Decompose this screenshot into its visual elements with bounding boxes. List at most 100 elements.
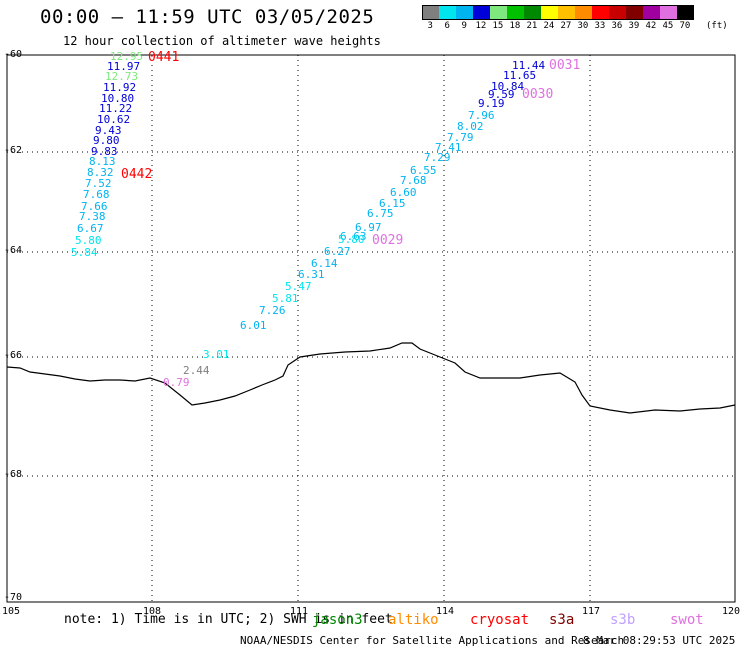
mission-altiko: altiko <box>388 612 439 628</box>
scale-swatch <box>660 5 677 20</box>
wave-height-value: 6.60 <box>390 186 417 199</box>
footer-credit: NOAA/NESDIS Center for Satellite Applica… <box>240 634 625 647</box>
wave-height-tracks: 12.9511.9712.7311.9210.8011.2210.629.439… <box>71 50 580 389</box>
scale-label: 24 <box>543 21 555 31</box>
wave-height-value: 10.80 <box>101 92 134 105</box>
mission-jason3: jason3 <box>312 612 363 628</box>
mission-swot: swot <box>670 612 704 628</box>
lon-label: 108 <box>143 606 162 617</box>
wave-height-value: 9.19 <box>478 97 505 110</box>
wave-height-value: 6.14 <box>311 257 338 270</box>
scale-swatch <box>609 5 626 20</box>
mission-cryosat: cryosat <box>470 612 530 628</box>
scale-label: 18 <box>509 21 521 31</box>
wave-height-value: 7.26 <box>259 304 286 317</box>
scale-swatch <box>541 5 558 20</box>
scale-swatch <box>643 5 660 20</box>
lat-label: -62 <box>4 145 23 156</box>
wave-height-value: 9.83 <box>91 145 118 158</box>
wave-height-value: 7.29 <box>424 151 451 164</box>
wave-height-value: 6.63 <box>340 230 367 243</box>
scale-label: 70 <box>679 21 691 31</box>
lon-label: 120 <box>722 606 740 617</box>
wave-height-value: 7.79 <box>447 131 474 144</box>
wave-height-value: 10.62 <box>97 113 130 126</box>
track-time-label: 0442 <box>121 167 152 182</box>
track-time-label: 0029 <box>372 233 403 248</box>
scale-label: 33 <box>594 21 606 31</box>
lat-label: -60 <box>4 49 23 60</box>
wave-height-value: 12.73 <box>105 70 138 83</box>
wave-height-value: 11.92 <box>103 81 136 94</box>
scale-label: 9 <box>461 21 467 31</box>
wave-height-value: 7.41 <box>435 141 462 154</box>
scale-label: 45 <box>662 21 674 31</box>
lat-label: -70 <box>4 592 23 603</box>
lat-lon-grid <box>7 55 735 602</box>
map-frame <box>6 54 736 603</box>
wave-height-value: 6.55 <box>410 164 437 177</box>
wave-height-value: 5.80 <box>338 233 365 246</box>
wave-height-value: 7.38 <box>79 210 106 223</box>
lat-label: -68 <box>4 469 23 480</box>
wave-height-value: 7.68 <box>400 174 427 187</box>
wave-height-value: 5.81 <box>272 292 299 305</box>
scale-label: 39 <box>628 21 640 31</box>
scale-frame <box>422 5 694 20</box>
wave-height-value: 2.44 <box>183 364 210 377</box>
wave-height-value: 8.13 <box>89 155 116 168</box>
scale-swatch <box>575 5 592 20</box>
wave-height-value: 6.01 <box>240 319 267 332</box>
scale-swatch <box>507 5 524 20</box>
wave-height-value: 11.44 <box>512 59 545 72</box>
map-subtitle: 12 hour collection of altimeter wave hei… <box>63 34 381 48</box>
scale-swatch <box>592 5 609 20</box>
scale-swatch <box>422 5 439 20</box>
wave-height-value: 5.47 <box>285 280 312 293</box>
wave-height-value: 6.67 <box>77 222 104 235</box>
wave-height-value: 10.84 <box>491 80 524 93</box>
scale-swatch <box>439 5 456 20</box>
wave-height-value: 8.02 <box>457 120 484 133</box>
scale-label: 6 <box>444 21 450 31</box>
wave-height-value: 7.96 <box>468 109 495 122</box>
wave-height-value: 9.59 <box>488 88 515 101</box>
scale-swatch <box>456 5 473 20</box>
wave-height-value: 5.84 <box>71 246 98 259</box>
scale-label: 42 <box>645 21 657 31</box>
scale-label: 15 <box>492 21 504 31</box>
wave-height-value: 0.79 <box>163 376 190 389</box>
lon-label: 105 <box>2 606 21 617</box>
wave-height-value: 6.97 <box>355 221 382 234</box>
lat-label: -66 <box>4 350 23 361</box>
scale-swatch <box>626 5 643 20</box>
wave-height-value: 6.27 <box>324 245 351 258</box>
scale-unit: (ft) <box>706 21 728 31</box>
track-time-label: 0031 <box>549 58 580 73</box>
scale-swatch <box>524 5 541 20</box>
map-title: 00:00 – 11:59 UTC 03/05/2025 <box>40 6 375 28</box>
wave-height-value: 7.68 <box>83 188 110 201</box>
mission-s3a: s3a <box>549 612 575 628</box>
wave-height-value: 9.43 <box>95 124 122 137</box>
track-time-label: 0030 <box>522 87 553 102</box>
lon-label: 117 <box>582 606 601 617</box>
scale-label: 21 <box>526 21 538 31</box>
scale-label: 27 <box>560 21 572 31</box>
scale-label: 12 <box>475 21 487 31</box>
scale-swatch <box>473 5 490 20</box>
wave-height-value: 11.22 <box>99 102 132 115</box>
wave-height-value: 5.80 <box>75 234 102 247</box>
wave-height-value: 11.65 <box>503 69 536 82</box>
scale-swatch <box>558 5 575 20</box>
scale-swatch <box>490 5 507 20</box>
wave-height-value: 12.95 <box>110 50 143 63</box>
scale-label: 36 <box>611 21 623 31</box>
wave-height-value: 3.01 <box>203 348 230 361</box>
lat-label: -64 <box>4 245 23 256</box>
scale-label: 3 <box>427 21 433 31</box>
scale-label: 30 <box>577 21 589 31</box>
wave-height-value: 7.52 <box>85 177 112 190</box>
